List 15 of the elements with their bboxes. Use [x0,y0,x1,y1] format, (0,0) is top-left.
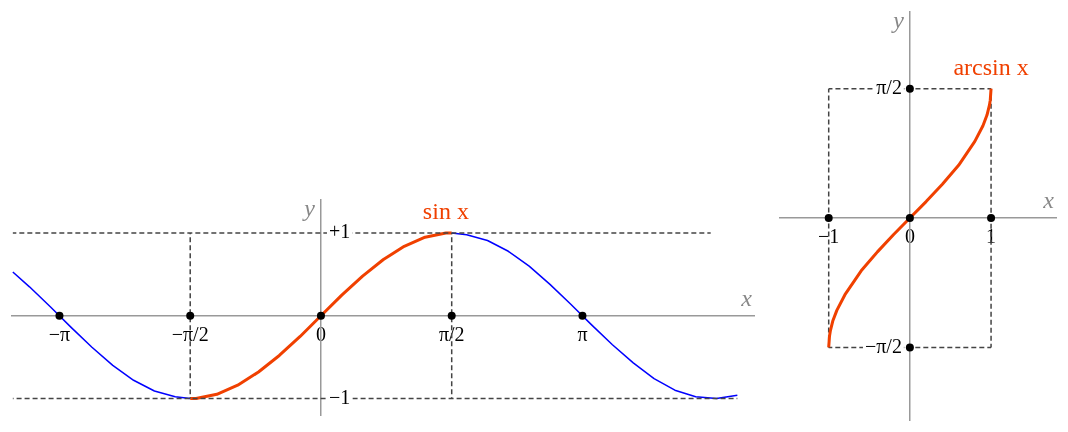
x-tick-label: π [577,323,588,346]
x-tick-label: 0 [315,323,326,346]
x-tick-label: −π [48,323,71,346]
y-axis-title: y [891,7,905,34]
x-tick-label: −1 [818,225,840,248]
x-tick-label: 1 [986,225,997,248]
series-label: arcsin x [953,53,1029,80]
x-axis-title: x [1042,187,1055,214]
x-tick-label: π/2 [438,323,465,346]
y-axis-title: y [302,195,316,222]
x-tick-label: −π/2 [171,323,209,346]
x-axis-title: x [740,285,753,312]
x-tick-label: 0 [904,225,915,248]
y-tick-label: +1 [328,220,351,243]
series-label: sin x [422,198,469,225]
